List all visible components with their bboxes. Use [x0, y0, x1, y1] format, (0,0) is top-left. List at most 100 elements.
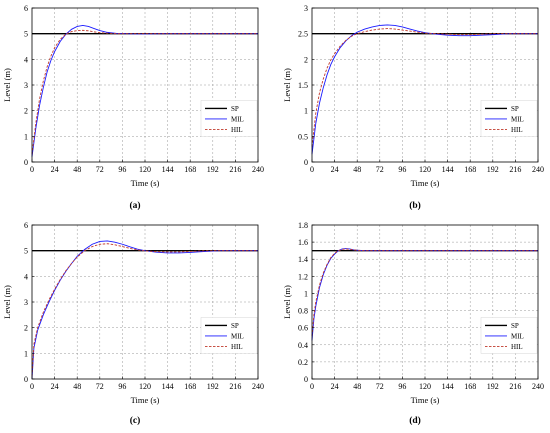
y-tick-label: 1 — [24, 349, 28, 358]
y-tick-label: 0.2 — [298, 358, 308, 367]
y-tick-label: 6 — [24, 4, 28, 13]
x-tick-label: 240 — [252, 165, 264, 174]
x-tick-label: 120 — [139, 382, 151, 391]
x-tick-label: 240 — [532, 382, 544, 391]
x-axis-label: Time (s) — [131, 395, 160, 405]
y-tick-label: 0 — [24, 375, 28, 384]
series-group — [311, 248, 538, 341]
y-tick-label: 3 — [24, 298, 28, 307]
x-tick-label: 168 — [464, 382, 476, 391]
y-axis-label: Level (m) — [282, 285, 292, 319]
x-tick-label: 144 — [442, 165, 454, 174]
y-tick-label: 0.4 — [298, 341, 308, 350]
panel-label: (b) — [409, 200, 421, 211]
x-tick-label: 0 — [310, 382, 314, 391]
legend-label-mil: MIL — [231, 332, 244, 340]
x-tick-label: 192 — [207, 165, 219, 174]
gridlines — [32, 225, 258, 379]
legend: SP MIL HIL — [200, 100, 258, 137]
x-tick-label: 24 — [51, 165, 59, 174]
x-tick-label: 216 — [509, 382, 521, 391]
x-tick-label: 216 — [229, 165, 241, 174]
y-tick-label: 2.5 — [298, 30, 308, 39]
x-tick-label: 192 — [487, 165, 499, 174]
chart-panel-1: 0 24 48 72 96 120 144 168 192 216 240 0 1 2 3 4 5 6 Time (… — [2, 4, 264, 211]
x-tick-label: 48 — [73, 165, 81, 174]
y-tick-label: 0 — [304, 158, 308, 167]
legend-label-sp: SP — [231, 105, 239, 113]
y-tick-label: 2 — [24, 324, 28, 333]
series-line-hil — [311, 28, 538, 147]
y-tick-label: 0.6 — [298, 324, 308, 333]
series-line-hil — [31, 29, 258, 155]
x-tick-label: 48 — [353, 382, 361, 391]
x-tick-label: 144 — [162, 165, 174, 174]
legend-label-hil: HIL — [231, 126, 243, 134]
series-group — [31, 24, 258, 157]
y-tick-label: 2 — [304, 55, 308, 64]
y-tick-label: 5 — [24, 30, 28, 39]
x-tick-label: 24 — [331, 165, 339, 174]
x-tick-label: 240 — [252, 382, 264, 391]
series-line-hil — [311, 248, 538, 337]
series-group — [31, 240, 258, 380]
gridlines — [312, 8, 538, 162]
x-tick-label: 240 — [532, 165, 544, 174]
x-tick-label: 168 — [464, 165, 476, 174]
x-axis-label: Time (s) — [131, 178, 160, 188]
chart-panel-3: 0 24 48 72 96 120 144 168 192 216 240 0 1 2 3 4 5 6 Time (… — [2, 221, 264, 426]
y-tick-label: 3 — [304, 4, 308, 13]
x-tick-label: 144 — [162, 382, 174, 391]
chart-panel-4: 0 24 48 72 96 120 144 168 192 216 240 0 0.2 0.4 0.6 0.8… — [282, 221, 544, 426]
y-tick-label: 1.8 — [298, 221, 308, 230]
y-tick-label: 4 — [24, 55, 28, 64]
y-tick-label: 4 — [24, 272, 28, 281]
x-tick-label: 48 — [353, 165, 361, 174]
x-tick-label: 48 — [73, 382, 81, 391]
series-line-hil — [31, 243, 258, 377]
x-tick-label: 216 — [229, 382, 241, 391]
x-tick-label: 0 — [30, 165, 34, 174]
x-tick-label: 24 — [331, 382, 339, 391]
x-tick-label: 168 — [184, 382, 196, 391]
y-tick-label: 0.8 — [298, 307, 308, 316]
x-tick-label: 96 — [398, 165, 406, 174]
legend-box — [200, 100, 258, 137]
legend-box — [480, 100, 538, 137]
legend-box — [200, 317, 258, 354]
chart-panel-2: 0 24 48 72 96 120 144 168 192 216 240 0 0.5 1 1.5 2 2.5 3… — [282, 4, 544, 211]
legend: SP MIL HIL — [480, 317, 538, 354]
y-tick-label: 5 — [24, 247, 28, 256]
panel-label: (c) — [130, 415, 141, 426]
x-tick-label: 0 — [30, 382, 34, 391]
legend-label-mil: MIL — [511, 115, 524, 123]
legend: SP MIL HIL — [200, 317, 258, 354]
x-tick-label: 120 — [419, 382, 431, 391]
x-tick-label: 72 — [376, 382, 384, 391]
y-axis-label: Level (m) — [2, 285, 12, 319]
x-tick-label: 192 — [207, 382, 219, 391]
x-tick-label: 72 — [376, 165, 384, 174]
legend-label-sp: SP — [231, 322, 239, 330]
gridlines — [32, 8, 258, 162]
legend: SP MIL HIL — [480, 100, 538, 137]
y-tick-label: 1.2 — [298, 272, 308, 281]
x-tick-label: 120 — [139, 165, 151, 174]
y-tick-label: 1 — [304, 289, 308, 298]
x-tick-label: 168 — [184, 165, 196, 174]
y-tick-label: 1.6 — [298, 238, 308, 247]
x-tick-label: 72 — [96, 382, 104, 391]
x-tick-label: 96 — [398, 382, 406, 391]
x-axis-label: Time (s) — [411, 395, 440, 405]
x-tick-label: 192 — [487, 382, 499, 391]
legend-label-mil: MIL — [511, 332, 524, 340]
legend-label-sp: SP — [511, 105, 519, 113]
y-tick-label: 1.4 — [298, 255, 308, 264]
x-tick-label: 216 — [509, 165, 521, 174]
y-tick-label: 1 — [304, 107, 308, 116]
y-tick-label: 0.5 — [298, 132, 308, 141]
series-group — [311, 24, 538, 155]
x-tick-label: 120 — [419, 165, 431, 174]
